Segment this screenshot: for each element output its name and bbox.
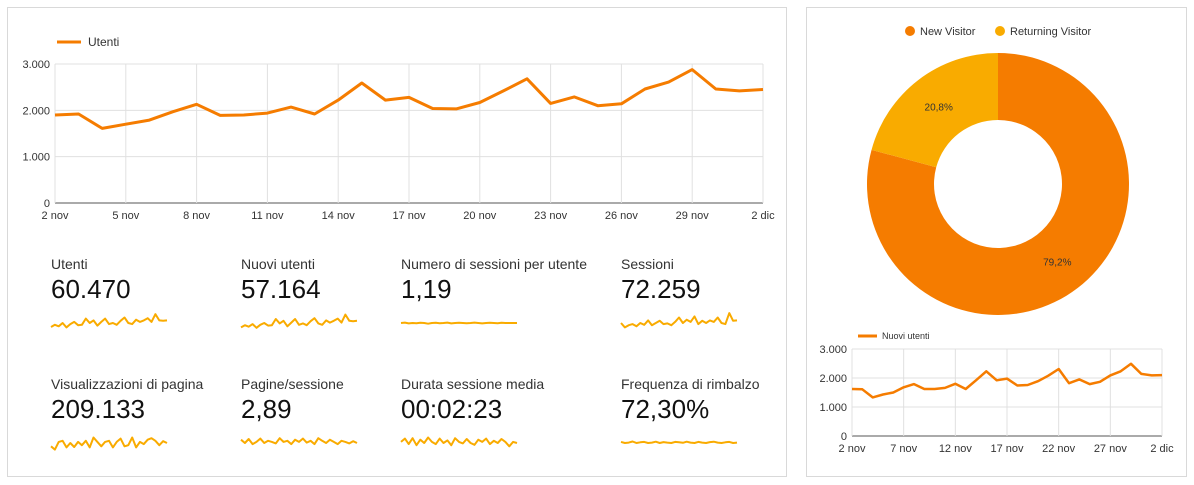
donut-slice-new-visitor[interactable] [867, 53, 1129, 316]
sparkline-line [400, 321, 517, 325]
users-line-chart: Utenti 0 1.000 2.000 3.000 2 nov 5 nov 8 nov 1… [22, 35, 775, 222]
sparkline-line [240, 437, 358, 446]
legend-dot-returning-visitor [995, 26, 1005, 36]
metric-value: 57.164 [241, 274, 321, 304]
slice-label-returning-visitor: 20,8% [925, 103, 953, 114]
legend-label-new-visitor: New Visitor [920, 26, 976, 38]
y-tick-label: 0 [44, 198, 50, 210]
sparkline-line [50, 436, 168, 451]
x-tick-label: 22 nov [1042, 443, 1076, 455]
x-tick-label: 23 nov [534, 210, 568, 222]
x-tick-label: 20 nov [463, 210, 497, 222]
x-tick-label: 17 nov [392, 210, 426, 222]
metric-label: Visualizzazioni di pagina [51, 376, 204, 392]
new-users-line-chart: Nuovi utenti 0 1.000 2.000 3.000 2 nov 7 nov… [819, 331, 1174, 455]
metric-value: 209.133 [51, 394, 145, 424]
metric-label: Frequenza di rimbalzo [621, 376, 760, 392]
sparkline-line [620, 440, 738, 444]
metric-label: Utenti [51, 256, 88, 272]
metric-sparkline [620, 440, 738, 444]
sparkline-line [400, 436, 518, 448]
y-tick-label: 1.000 [22, 152, 50, 164]
metric-sparkline [400, 436, 518, 448]
x-tick-label: 11 nov [251, 210, 284, 222]
metric-sparkline [50, 436, 168, 451]
x-tick-label: 29 nov [676, 210, 710, 222]
metric-label: Durata sessione media [401, 376, 545, 392]
x-tick-label: 27 nov [1094, 443, 1128, 455]
overview-card: Utenti 0 1.000 2.000 3.000 2 nov 5 nov 8 nov 1… [7, 7, 787, 477]
users-series-line [54, 68, 764, 130]
x-tick-label: 12 nov [939, 443, 973, 455]
metric-value: 1,19 [401, 274, 452, 304]
y-tick-label: 3.000 [819, 344, 847, 356]
metric-label: Pagine/sessione [241, 376, 344, 392]
slice-label-new-visitor: 79,2% [1043, 257, 1071, 268]
metric-label: Sessioni [621, 256, 674, 272]
metric-value: 00:02:23 [401, 394, 503, 424]
metric-sparkline [50, 313, 168, 329]
metric-value: 72.259 [621, 274, 701, 304]
sparkline-line [620, 312, 738, 329]
x-tick-label: 2 dic [751, 210, 775, 222]
donut-slice-returning-visitor[interactable] [871, 53, 998, 168]
new-users-series-line [851, 362, 1163, 399]
y-tick-label: 1.000 [819, 402, 847, 414]
legend-label: Nuovi utenti [882, 331, 930, 341]
y-tick-label: 3.000 [22, 59, 50, 71]
legend-dot-new-visitor [905, 26, 915, 36]
side-card: New Visitor Returning Visitor 79,2% 20,8… [806, 7, 1187, 477]
legend-label: Utenti [88, 35, 119, 49]
x-tick-label: 14 nov [322, 210, 356, 222]
x-tick-label: 8 nov [183, 210, 210, 222]
metric-sparkline [240, 313, 358, 329]
sparkline-line [50, 313, 168, 329]
x-tick-label: 7 nov [890, 443, 917, 455]
metric-value: 72,30% [621, 394, 710, 424]
legend-label-returning-visitor: Returning Visitor [1010, 26, 1091, 38]
metric-label: Nuovi utenti [241, 256, 315, 272]
y-tick-label: 2.000 [819, 373, 847, 385]
visitor-type-donut-chart: New Visitor Returning Visitor 79,2% 20,8… [867, 26, 1129, 316]
y-tick-label: 0 [841, 431, 847, 443]
metric-sparkline [400, 321, 517, 325]
y-tick-label: 2.000 [22, 105, 50, 117]
x-tick-label: 26 nov [605, 210, 639, 222]
x-tick-label: 2 dic [1150, 443, 1174, 455]
metric-sparkline [620, 312, 738, 329]
x-tick-label: 2 nov [42, 210, 69, 222]
metric-value: 2,89 [241, 394, 292, 424]
sparkline-line [240, 313, 358, 329]
x-tick-label: 17 nov [990, 443, 1024, 455]
x-tick-label: 5 nov [112, 210, 139, 222]
metric-sparkline [240, 437, 358, 446]
metric-value: 60.470 [51, 274, 131, 304]
metric-label: Numero di sessioni per utente [401, 256, 587, 272]
x-tick-label: 2 nov [839, 443, 866, 455]
